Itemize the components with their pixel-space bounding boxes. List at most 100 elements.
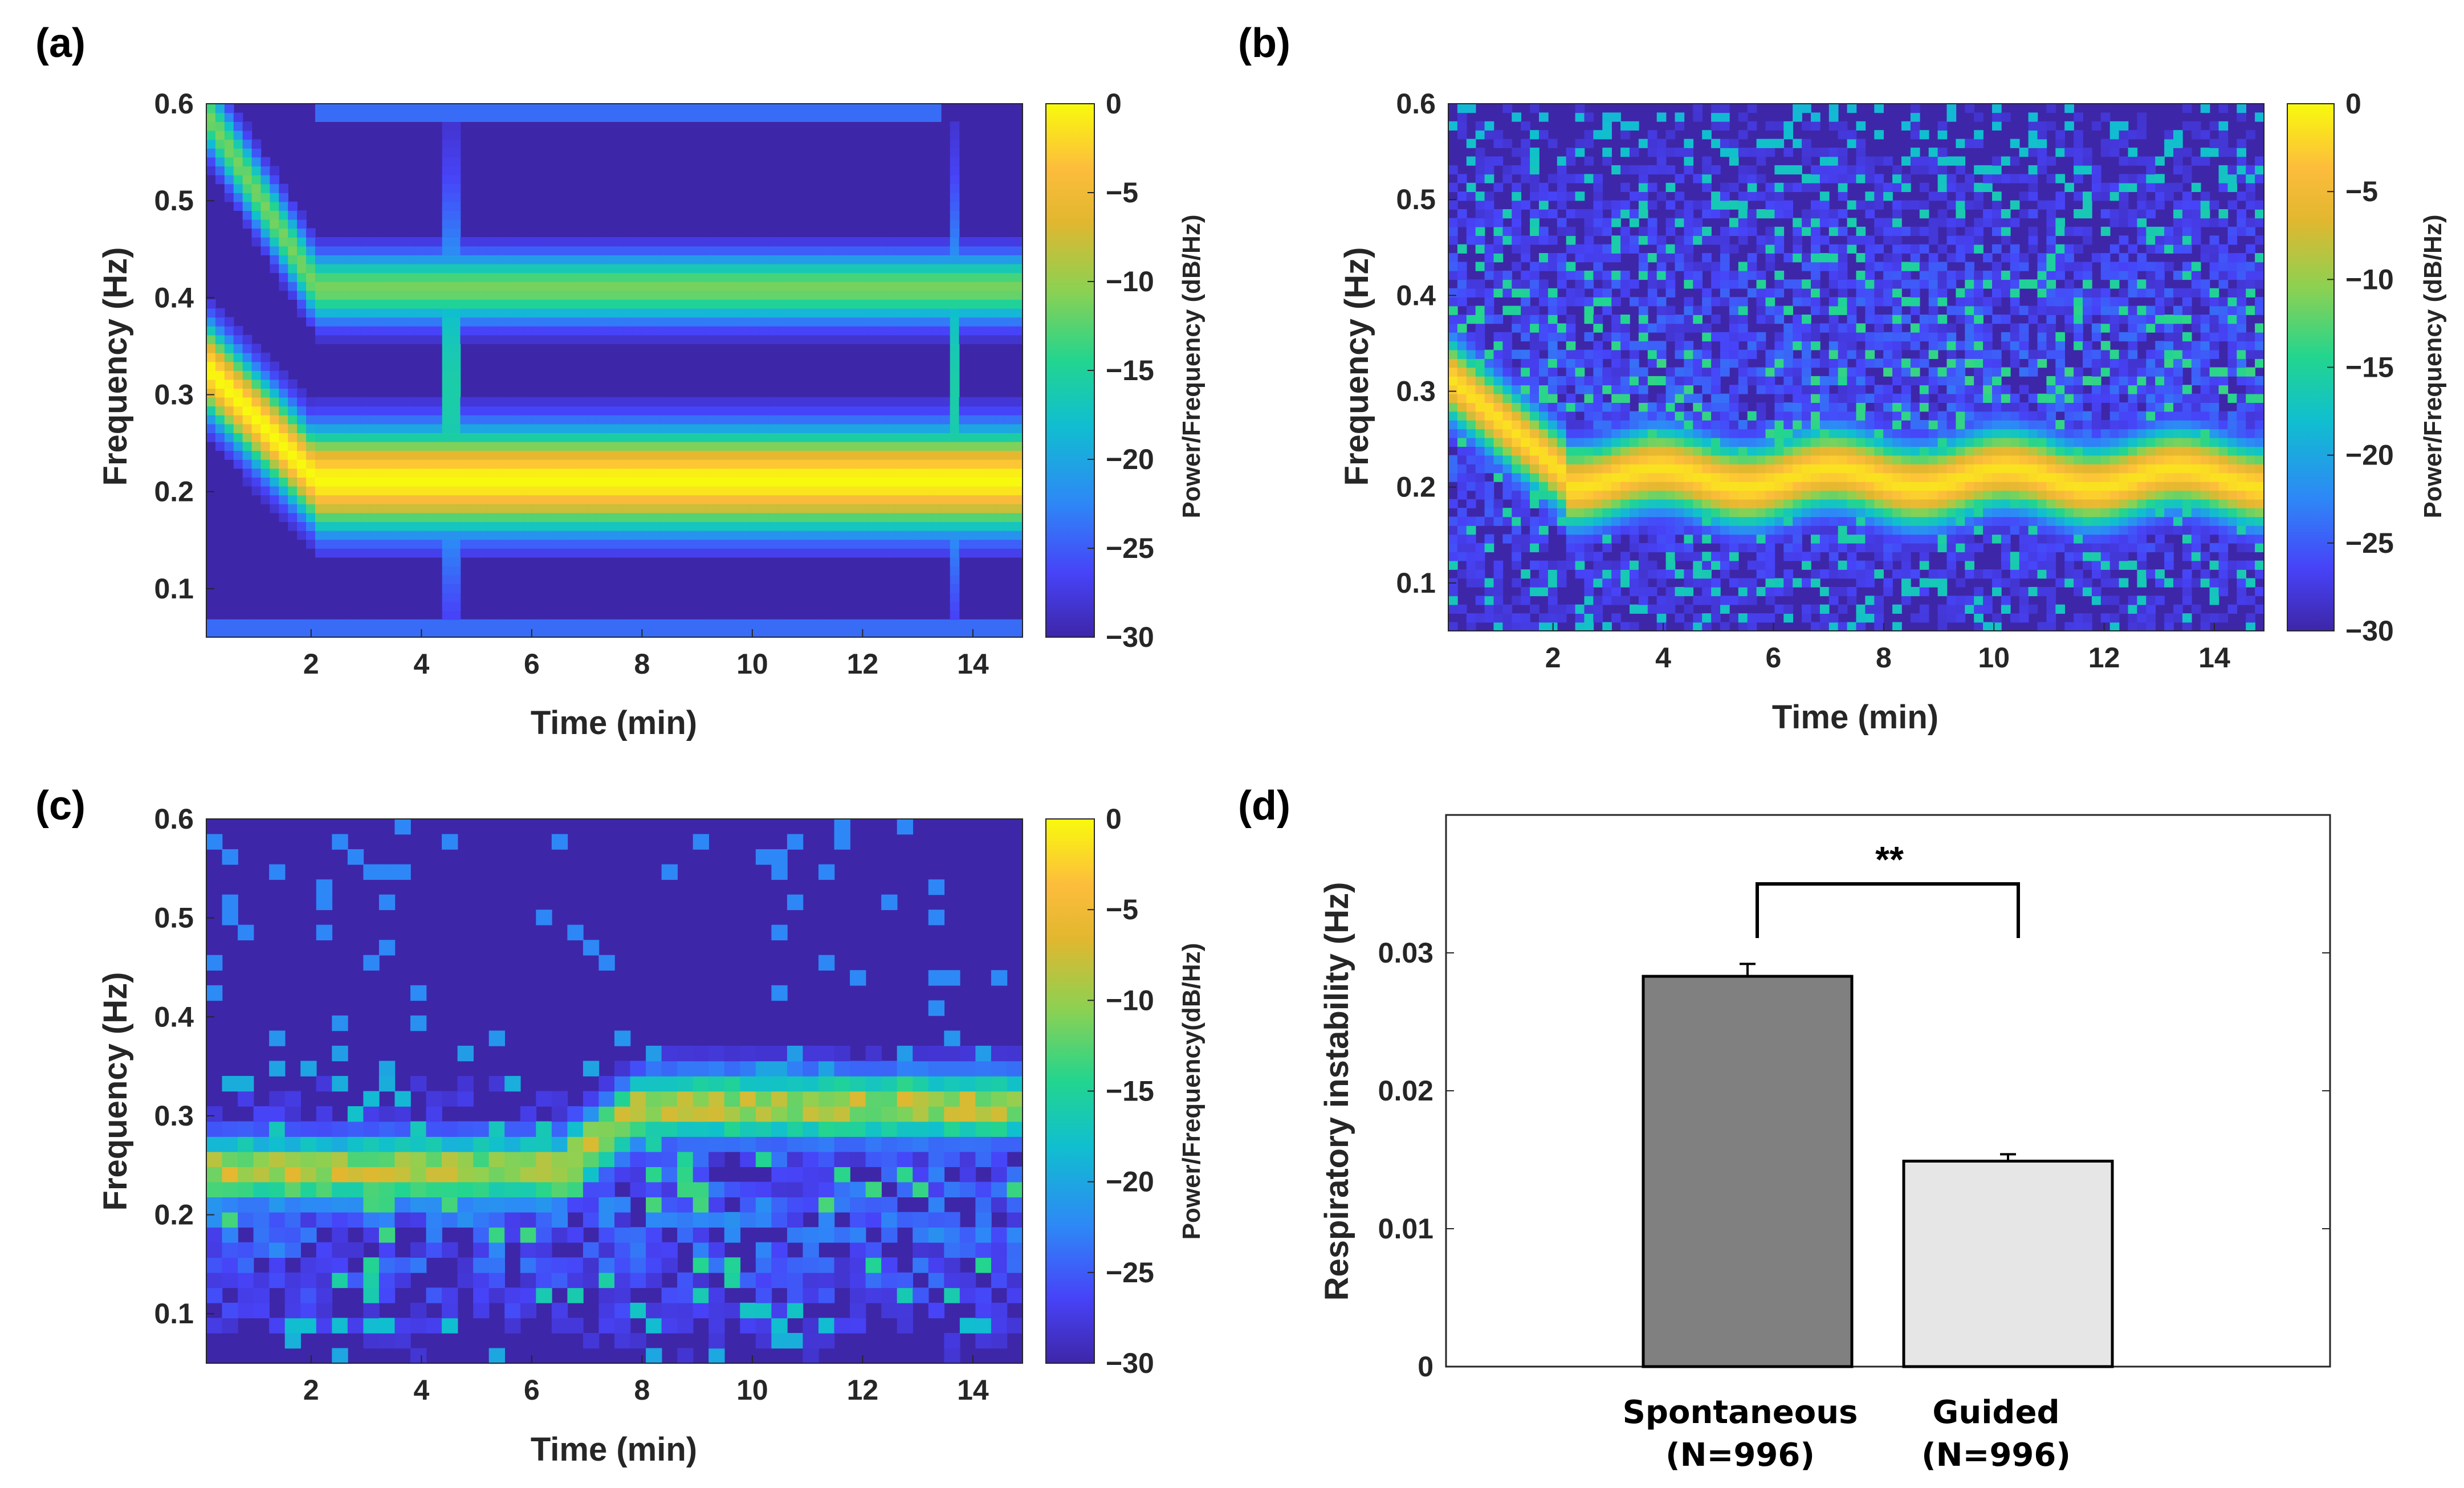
heatmap-cell [1838, 455, 1848, 464]
heatmap-cell [732, 477, 742, 487]
heatmap-cell [931, 504, 942, 513]
heatmap-cell [868, 415, 878, 425]
heatmap-cell [931, 272, 942, 282]
heatmap-cell [687, 406, 697, 415]
heatmap-cell [1665, 490, 1676, 500]
heatmap-cell [822, 255, 833, 264]
heatmap-cell [1593, 349, 1603, 359]
heatmap-cell [822, 299, 833, 309]
heatmap-cell [1638, 262, 1648, 271]
heatmap-cell [551, 397, 561, 407]
heatmap-cell [532, 112, 543, 122]
heatmap-cell [224, 326, 234, 336]
heatmap-cell [560, 450, 570, 460]
heatmap-cell [587, 308, 597, 318]
heatmap-cell [451, 237, 461, 247]
heatmap-cell [569, 495, 579, 504]
heatmap-cell [1729, 182, 1739, 192]
heatmap-cell [995, 530, 1005, 540]
heatmap-cell [1630, 604, 1639, 614]
heatmap-cell [931, 406, 942, 415]
heatmap-cell [768, 299, 779, 309]
heatmap-cell [1793, 332, 1802, 342]
heatmap-cell [995, 521, 1005, 531]
heatmap-cell [442, 237, 452, 247]
heatmap-cell [1729, 244, 1739, 254]
heatmap-cell [423, 299, 434, 309]
heatmap-cell [1819, 543, 1830, 553]
heatmap-cell [805, 450, 814, 460]
heatmap-cell [1828, 429, 1839, 438]
heatmap-cell [1484, 262, 1494, 271]
heatmap-cell [950, 530, 960, 540]
heatmap-cell [1647, 165, 1657, 175]
heatmap-cell [1466, 525, 1476, 535]
heatmap-cell [1765, 315, 1775, 324]
heatmap-cell [1475, 121, 1485, 131]
heatmap-cell [1539, 499, 1549, 508]
heatmap-cell [1602, 499, 1612, 508]
heatmap-cell [342, 548, 352, 558]
heatmap-cell [1593, 455, 1603, 464]
heatmap-cell [1665, 429, 1676, 438]
heatmap-cell [578, 477, 588, 487]
heatmap-cell [315, 512, 325, 522]
heatmap-cell [397, 521, 406, 531]
heatmap-cell [1575, 270, 1585, 280]
heatmap-cell [1783, 148, 1793, 157]
heatmap-cell [215, 406, 225, 415]
heatmap-cell [1774, 121, 1785, 131]
heatmap-cell [442, 512, 452, 522]
heatmap-cell [768, 459, 779, 469]
heatmap-cell [750, 441, 760, 451]
heatmap-cell [569, 539, 579, 549]
heatmap-cell [977, 450, 987, 460]
heatmap-cell [1647, 464, 1657, 474]
heatmap-cell [1566, 560, 1576, 570]
heatmap-cell [215, 166, 225, 176]
heatmap-cell [1638, 560, 1648, 570]
heatmap-cell [1539, 464, 1549, 474]
heatmap-cell [369, 272, 380, 282]
heatmap-cell [959, 423, 969, 433]
heatmap-cell [1530, 182, 1540, 192]
heatmap-cell [1484, 305, 1494, 315]
heatmap-cell [968, 486, 978, 496]
heatmap-cell [1638, 332, 1648, 342]
heatmap-cell [206, 148, 216, 158]
heatmap-cell [406, 263, 416, 274]
heatmap-cell [451, 317, 461, 327]
heatmap-cell [478, 530, 488, 540]
heatmap-cell [1457, 130, 1467, 140]
heatmap-cell [1647, 182, 1657, 192]
heatmap-cell [714, 317, 724, 327]
heatmap-cell [995, 335, 1005, 344]
heatmap-cell [814, 628, 824, 638]
heatmap-cell [541, 299, 552, 309]
heatmap-cell [922, 317, 932, 327]
heatmap-cell [768, 504, 779, 513]
heatmap-cell [388, 112, 397, 122]
heatmap-cell [905, 263, 914, 274]
colorbar-gradient [1045, 103, 1095, 638]
heatmap-cell [496, 477, 506, 487]
heatmap-cell [1484, 586, 1494, 597]
heatmap-cell [705, 415, 715, 425]
heatmap-cell [940, 433, 951, 442]
heatmap-cell [995, 326, 1005, 336]
heatmap-cell [1638, 446, 1648, 456]
heatmap-cell [1811, 622, 1820, 631]
heatmap-cell [1584, 270, 1594, 280]
heatmap-cell [1647, 534, 1657, 544]
heatmap-cell [1521, 288, 1530, 297]
heatmap-cell [678, 335, 688, 344]
heatmap-cell [1765, 534, 1775, 544]
heatmap-cell [451, 299, 461, 309]
heatmap-cell [777, 406, 788, 415]
heatmap-cell [233, 433, 243, 442]
heatmap-cell [451, 557, 461, 566]
heatmap-cell [1684, 226, 1694, 237]
heatmap-cell [1566, 349, 1576, 359]
heatmap-cell [850, 504, 860, 513]
heatmap-cell [741, 548, 751, 558]
